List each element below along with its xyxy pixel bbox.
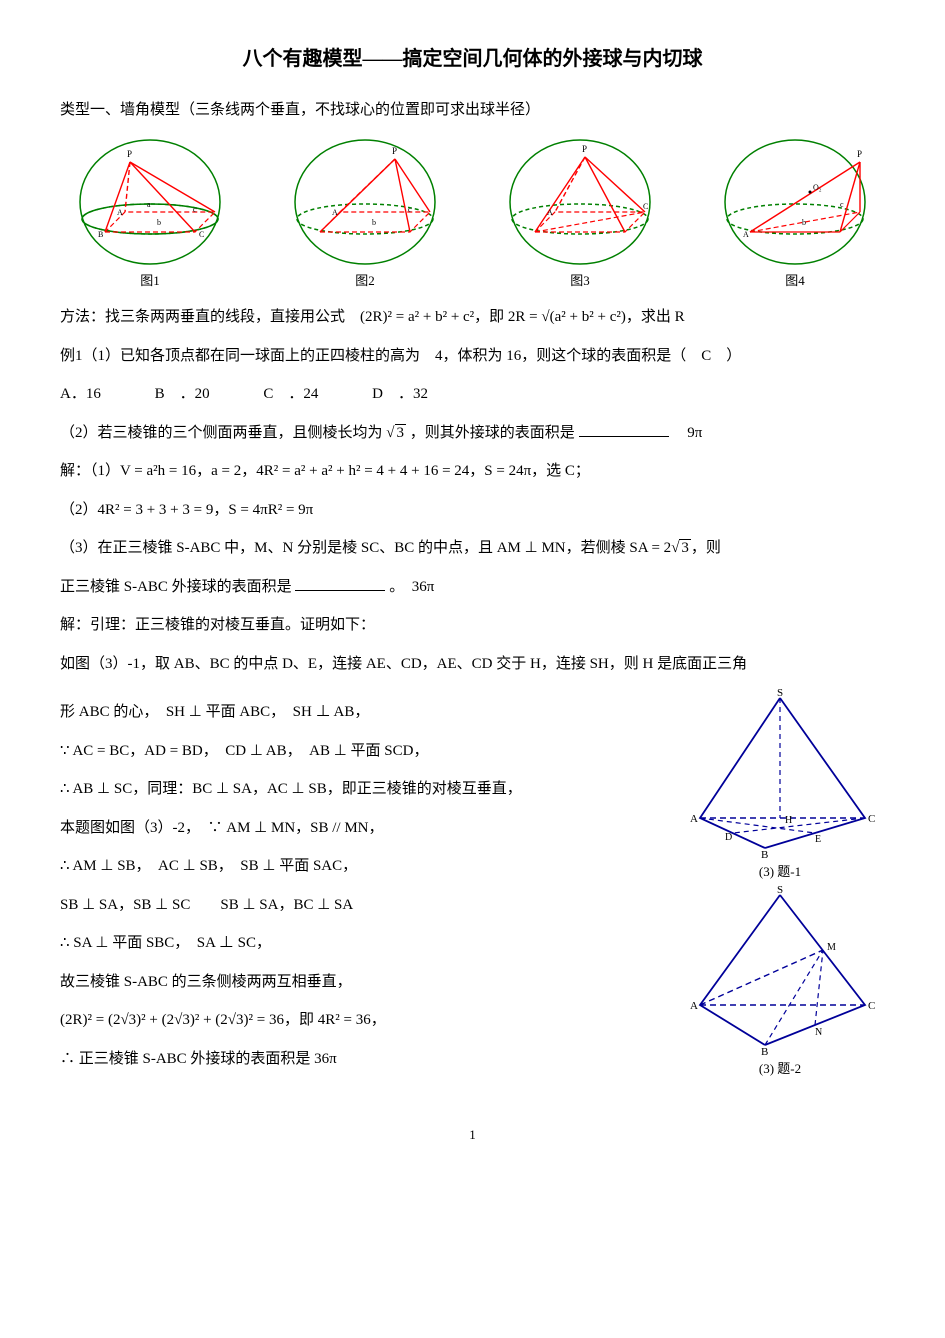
svg-text:A: A <box>547 208 553 217</box>
ex1-stem: 例1（1）已知各顶点都在同一球面上的正四棱柱的高为 4，体积为 16，则这个球的… <box>60 342 885 371</box>
svg-text:b: b <box>157 218 161 227</box>
proof-6: ∴ AM ⊥ SB， AC ⊥ SB， SB ⊥ 平面 SAC， <box>60 852 675 881</box>
svg-text:A: A <box>690 813 698 825</box>
fig-1: P A B C a b c 图1 <box>60 137 240 294</box>
svg-text:N: N <box>815 1027 822 1038</box>
svg-text:H: H <box>785 815 792 826</box>
svg-text:P: P <box>392 146 397 156</box>
fig-2: P A b c 图2 <box>275 137 455 294</box>
proof-4: ∴ AB ⊥ SC，同理：BC ⊥ SA，AC ⊥ SB，即正三棱锥的对棱互垂直… <box>60 775 675 804</box>
blank-line <box>295 590 385 591</box>
svg-text:b: b <box>372 218 376 227</box>
svg-text:D: D <box>725 832 732 843</box>
fig-4: O₂ P A b c 图4 <box>705 137 885 294</box>
category-line: 类型一、墙角模型（三条线两个垂直，不找球心的位置即可求出球半径） <box>60 96 885 125</box>
opt-c: C ．24 <box>263 380 318 409</box>
svg-text:C: C <box>868 813 875 825</box>
svg-text:A: A <box>117 208 123 217</box>
tetra-fig-2: S A C B M N <box>685 885 875 1055</box>
fig-3: P A C 图3 <box>490 137 670 294</box>
proof-5: 本题图如图（3）-2， ∵ AM ⊥ MN，SB // MN， <box>60 814 675 843</box>
svg-text:S: S <box>777 688 783 699</box>
conclusion: ∴ 正三棱锥 S-ABC 外接球的表面积是 36π <box>60 1045 675 1074</box>
proof-3: ∵ AC = BC，AD = BD， CD ⊥ AB， AB ⊥ 平面 SCD， <box>60 737 675 766</box>
sol-1: 解：（1）V = a²h = 16，a = 2，4R² = a² + a² + … <box>60 457 885 486</box>
blank-line <box>579 436 669 437</box>
svg-text:A: A <box>690 1000 698 1012</box>
svg-text:a: a <box>147 200 151 209</box>
ex1-options: A．16 B ．20 C ．24 D ．32 <box>60 380 885 409</box>
opt-b: B ．20 <box>155 380 210 409</box>
svg-text:B: B <box>761 849 768 858</box>
calc-1: (2R)² = (2√3)² + (2√3)² + (2√3)² = 36，即 … <box>60 1006 675 1035</box>
svg-text:P: P <box>582 144 587 154</box>
svg-text:C: C <box>199 230 204 239</box>
page-number: 1 <box>60 1123 885 1148</box>
proof-8: ∴ SA ⊥ 平面 SBC， SA ⊥ SC， <box>60 929 675 958</box>
proof-7: SB ⊥ SA，SB ⊥ SC SB ⊥ SA，BC ⊥ SA <box>60 891 675 920</box>
svg-text:P: P <box>857 149 862 159</box>
svg-text:C: C <box>868 1000 875 1012</box>
proof-2: 形 ABC 的心， SH ⊥ 平面 ABC， SH ⊥ AB， <box>60 698 675 727</box>
svg-text:c: c <box>408 205 412 214</box>
svg-text:S: S <box>777 885 783 896</box>
svg-text:B: B <box>98 230 103 239</box>
svg-text:P: P <box>127 149 132 159</box>
svg-text:M: M <box>827 942 836 953</box>
svg-text:c: c <box>193 205 197 214</box>
svg-text:b: b <box>802 218 806 227</box>
opt-d: D ．32 <box>372 380 428 409</box>
sqrt-icon: 3 <box>671 534 691 563</box>
opt-a: A．16 <box>60 380 101 409</box>
page-title: 八个有趣模型——搞定空间几何体的外接球与内切球 <box>60 40 885 78</box>
ex3-line2: 正三棱锥 S-ABC 外接球的表面积是 。 36π <box>60 573 885 602</box>
svg-text:O₂: O₂ <box>813 183 822 192</box>
proof-1: 如图（3）-1，取 AB、BC 的中点 D、E，连接 AE、CD，AE、CD 交… <box>60 650 885 679</box>
svg-text:B: B <box>761 1046 768 1055</box>
svg-text:E: E <box>815 834 821 845</box>
svg-text:C: C <box>643 202 648 211</box>
sol-2: （2）4R² = 3 + 3 + 3 = 9，S = 4πR² = 9π <box>60 496 885 525</box>
tetra-fig-1: S A C B D E H <box>685 688 875 858</box>
method-line: 方法：找三条两两垂直的线段，直接用公式 (2R)² = a² + b² + c²… <box>60 303 885 332</box>
proof-9: 故三棱锥 S-ABC 的三条侧棱两两互相垂直， <box>60 968 675 997</box>
svg-text:A: A <box>332 208 338 217</box>
ex3-line: （3）在正三棱锥 S-ABC 中，M、N 分别是棱 SC、BC 的中点，且 AM… <box>60 534 885 563</box>
ex1-2: （2）若三棱锥的三个侧面两垂直，且侧棱长均为 3 ，则其外接球的表面积是 9π <box>60 419 885 448</box>
figure-row: P A B C a b c 图1 P A b c 图2 <box>60 137 885 294</box>
svg-text:c: c <box>840 200 844 209</box>
sqrt-icon: 3 <box>386 419 406 448</box>
lemma-intro: 解：引理：正三棱锥的对棱互垂直。证明如下： <box>60 611 885 640</box>
svg-text:A: A <box>743 230 749 239</box>
